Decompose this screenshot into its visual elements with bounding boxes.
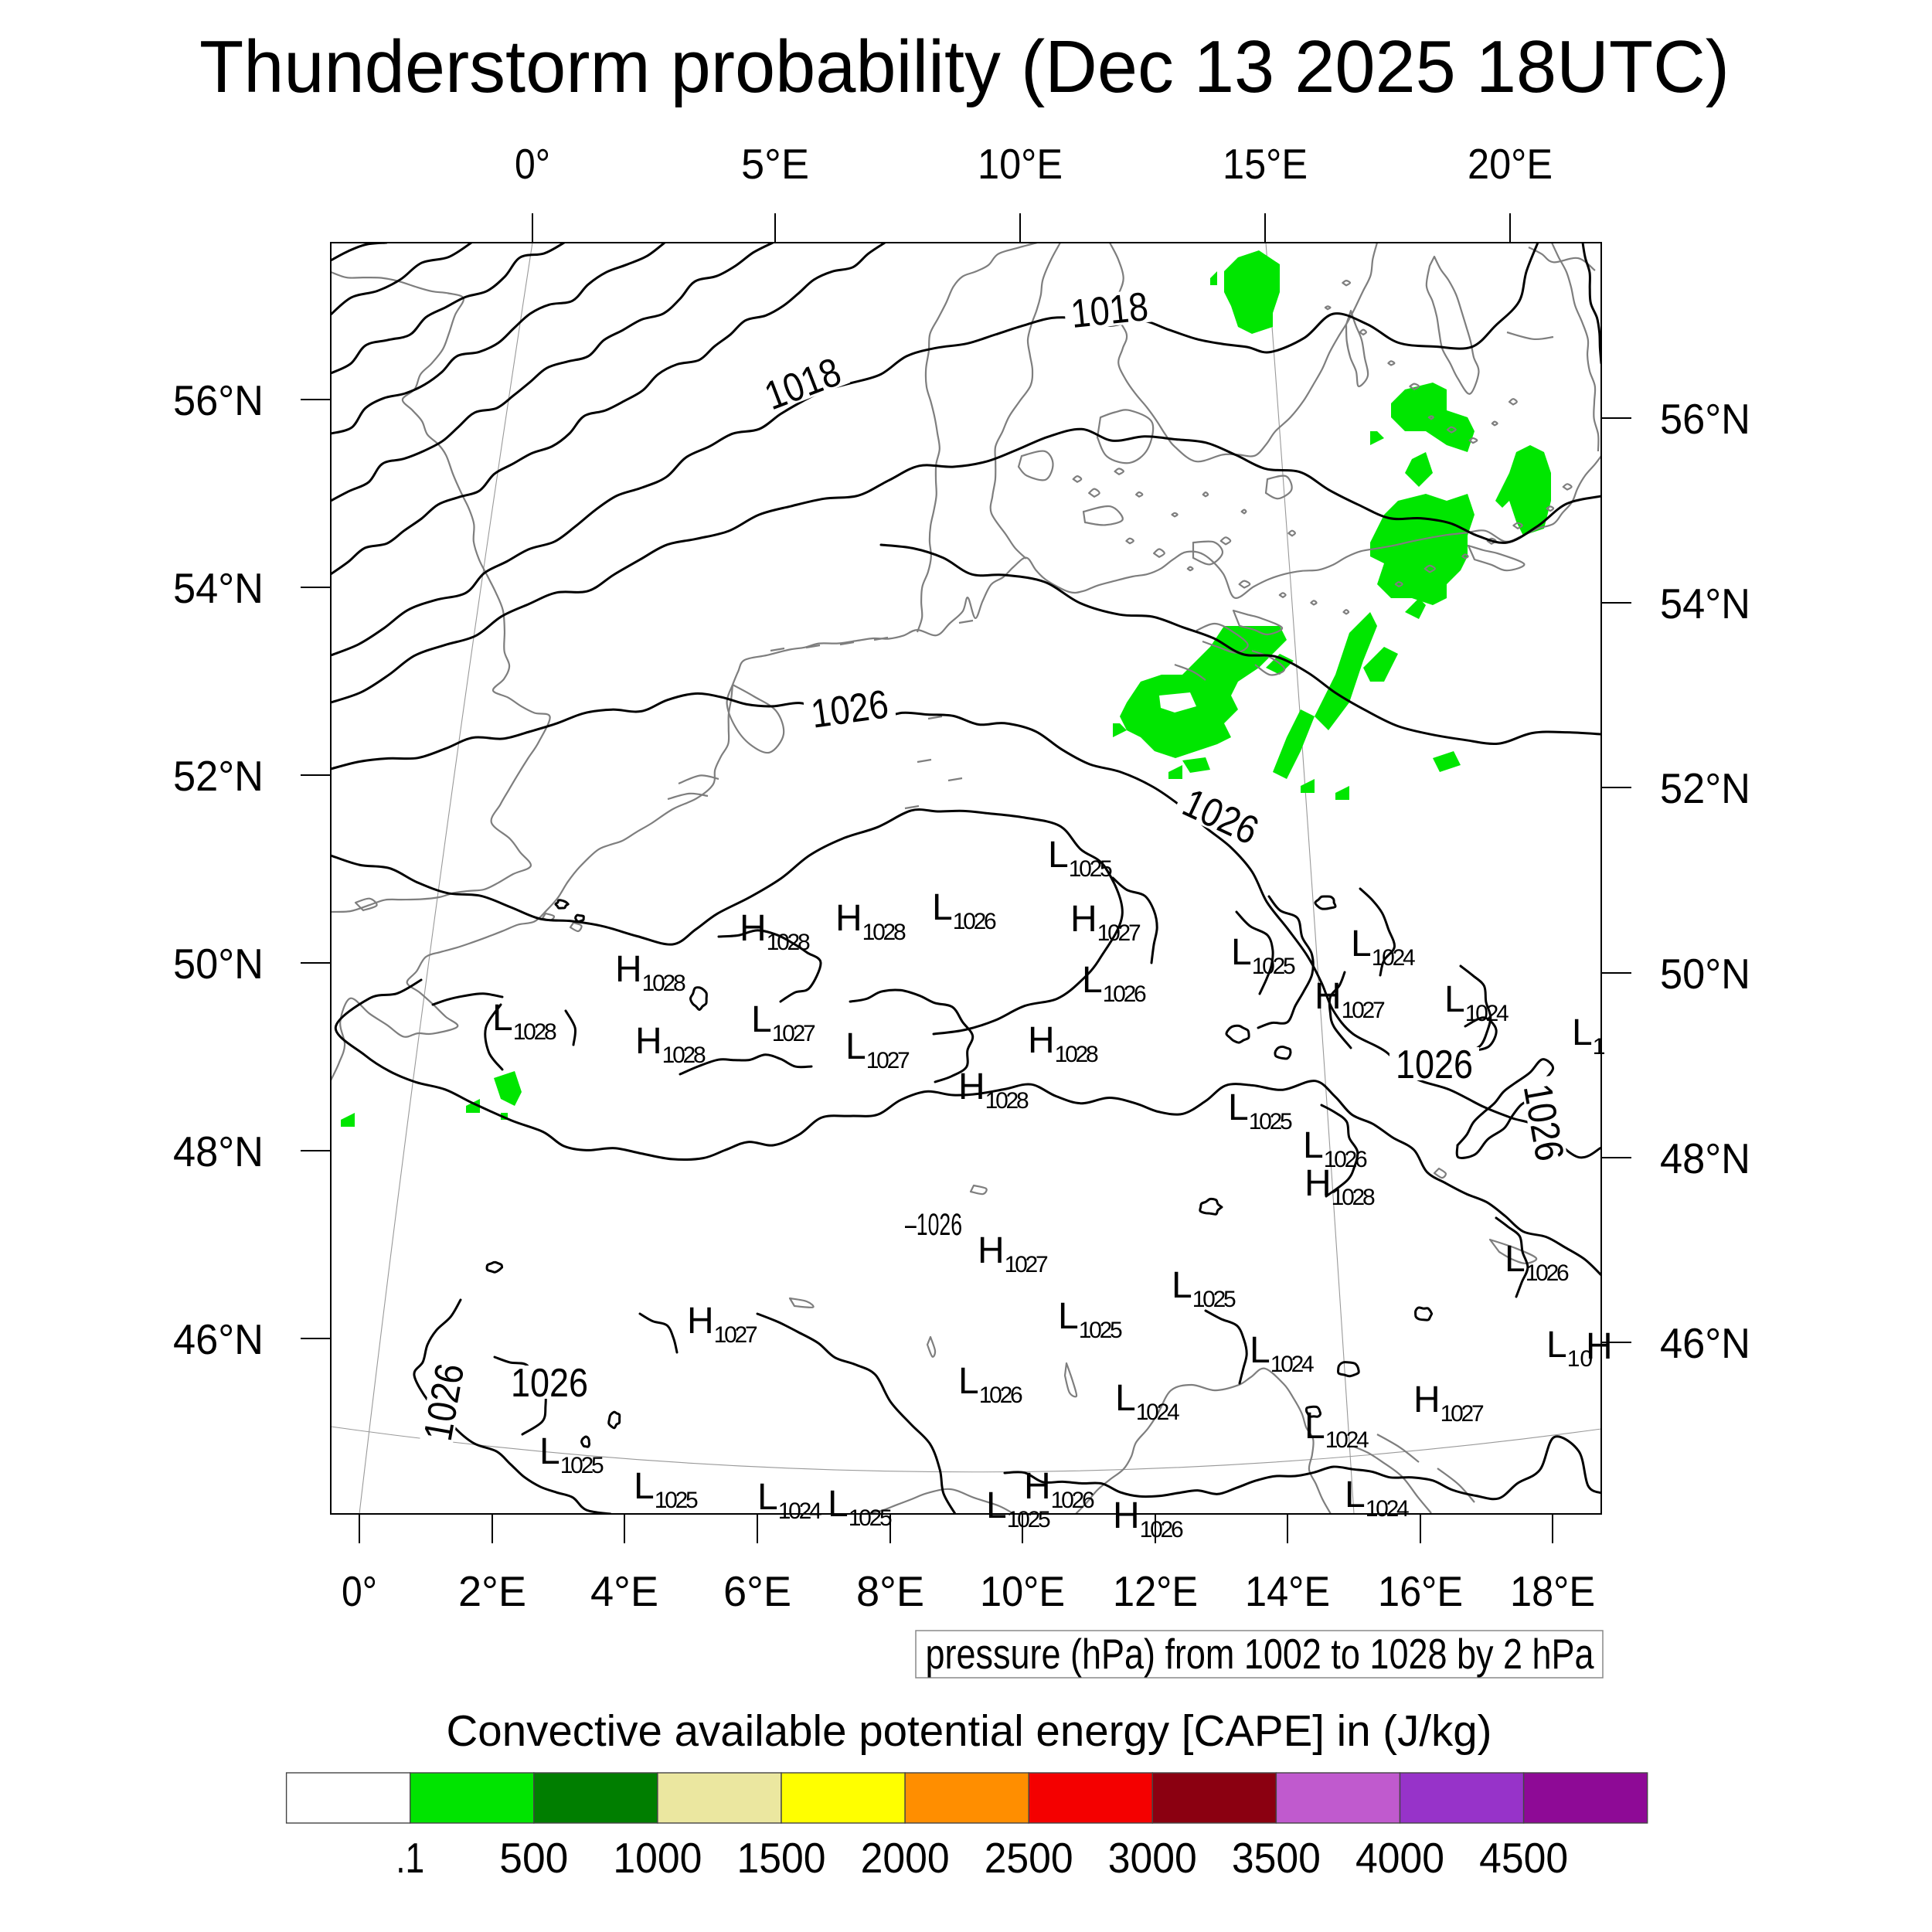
svg-text:48°N: 48°N xyxy=(173,1128,264,1175)
svg-text:Convective available potential: Convective available potential energy [C… xyxy=(447,1706,1492,1756)
svg-text:2°E: 2°E xyxy=(458,1567,526,1615)
svg-text:500: 500 xyxy=(499,1834,568,1882)
svg-text:56°N: 56°N xyxy=(1660,395,1750,443)
svg-text:56°N: 56°N xyxy=(173,376,264,424)
svg-text:L1027: L1027 xyxy=(751,999,816,1046)
svg-text:0°: 0° xyxy=(515,140,550,188)
svg-text:50°N: 50°N xyxy=(1660,950,1750,998)
svg-text:Thunderstorm probability (Dec: Thunderstorm probability (Dec 13 2025 18… xyxy=(199,26,1730,108)
svg-text:0°: 0° xyxy=(342,1567,377,1615)
svg-text:1026: 1026 xyxy=(808,682,891,736)
svg-text:46°N: 46°N xyxy=(1660,1319,1750,1367)
svg-text:2500: 2500 xyxy=(985,1834,1073,1882)
svg-text:16°E: 16°E xyxy=(1378,1567,1463,1615)
svg-text:pressure (hPa) from 1002 to 10: pressure (hPa) from 1002 to 1028 by 2 hP… xyxy=(926,1630,1594,1678)
svg-text:1000: 1000 xyxy=(613,1834,702,1882)
svg-text:20°E: 20°E xyxy=(1468,140,1553,188)
svg-text:–1026: –1026 xyxy=(905,1208,962,1242)
svg-text:4000: 4000 xyxy=(1355,1834,1444,1882)
svg-text:52°N: 52°N xyxy=(1660,764,1750,812)
svg-text:5°E: 5°E xyxy=(741,140,809,188)
svg-text:L1025: L1025 xyxy=(986,1485,1051,1532)
svg-text:3000: 3000 xyxy=(1108,1834,1197,1882)
svg-text:3500: 3500 xyxy=(1232,1834,1321,1882)
svg-text:52°N: 52°N xyxy=(173,752,264,800)
svg-text:H: H xyxy=(1586,1326,1613,1367)
svg-text:46°N: 46°N xyxy=(173,1315,264,1363)
svg-text:12°E: 12°E xyxy=(1113,1567,1198,1615)
svg-text:50°N: 50°N xyxy=(173,940,264,988)
svg-text:1026: 1026 xyxy=(511,1361,588,1406)
svg-text:.1: .1 xyxy=(396,1834,424,1882)
svg-text:18°E: 18°E xyxy=(1510,1567,1595,1615)
svg-text:4°E: 4°E xyxy=(590,1567,658,1615)
svg-text:48°N: 48°N xyxy=(1660,1134,1750,1182)
svg-text:8°E: 8°E xyxy=(856,1567,924,1615)
svg-text:54°N: 54°N xyxy=(173,564,264,612)
svg-text:54°N: 54°N xyxy=(1660,580,1750,628)
svg-text:14°E: 14°E xyxy=(1245,1567,1330,1615)
svg-text:H1028: H1028 xyxy=(615,949,686,996)
svg-text:1018: 1018 xyxy=(1069,284,1151,337)
svg-text:4500: 4500 xyxy=(1479,1834,1568,1882)
svg-text:15°E: 15°E xyxy=(1223,140,1308,188)
svg-text:1500: 1500 xyxy=(737,1834,826,1882)
svg-text:H1027: H1027 xyxy=(978,1230,1049,1277)
svg-text:L10: L10 xyxy=(1546,1325,1593,1372)
svg-text:10°E: 10°E xyxy=(978,140,1063,188)
svg-text:1026: 1026 xyxy=(1396,1043,1473,1087)
svg-text:10°E: 10°E xyxy=(980,1567,1065,1615)
svg-text:6°E: 6°E xyxy=(723,1567,791,1615)
svg-text:2000: 2000 xyxy=(861,1834,950,1882)
